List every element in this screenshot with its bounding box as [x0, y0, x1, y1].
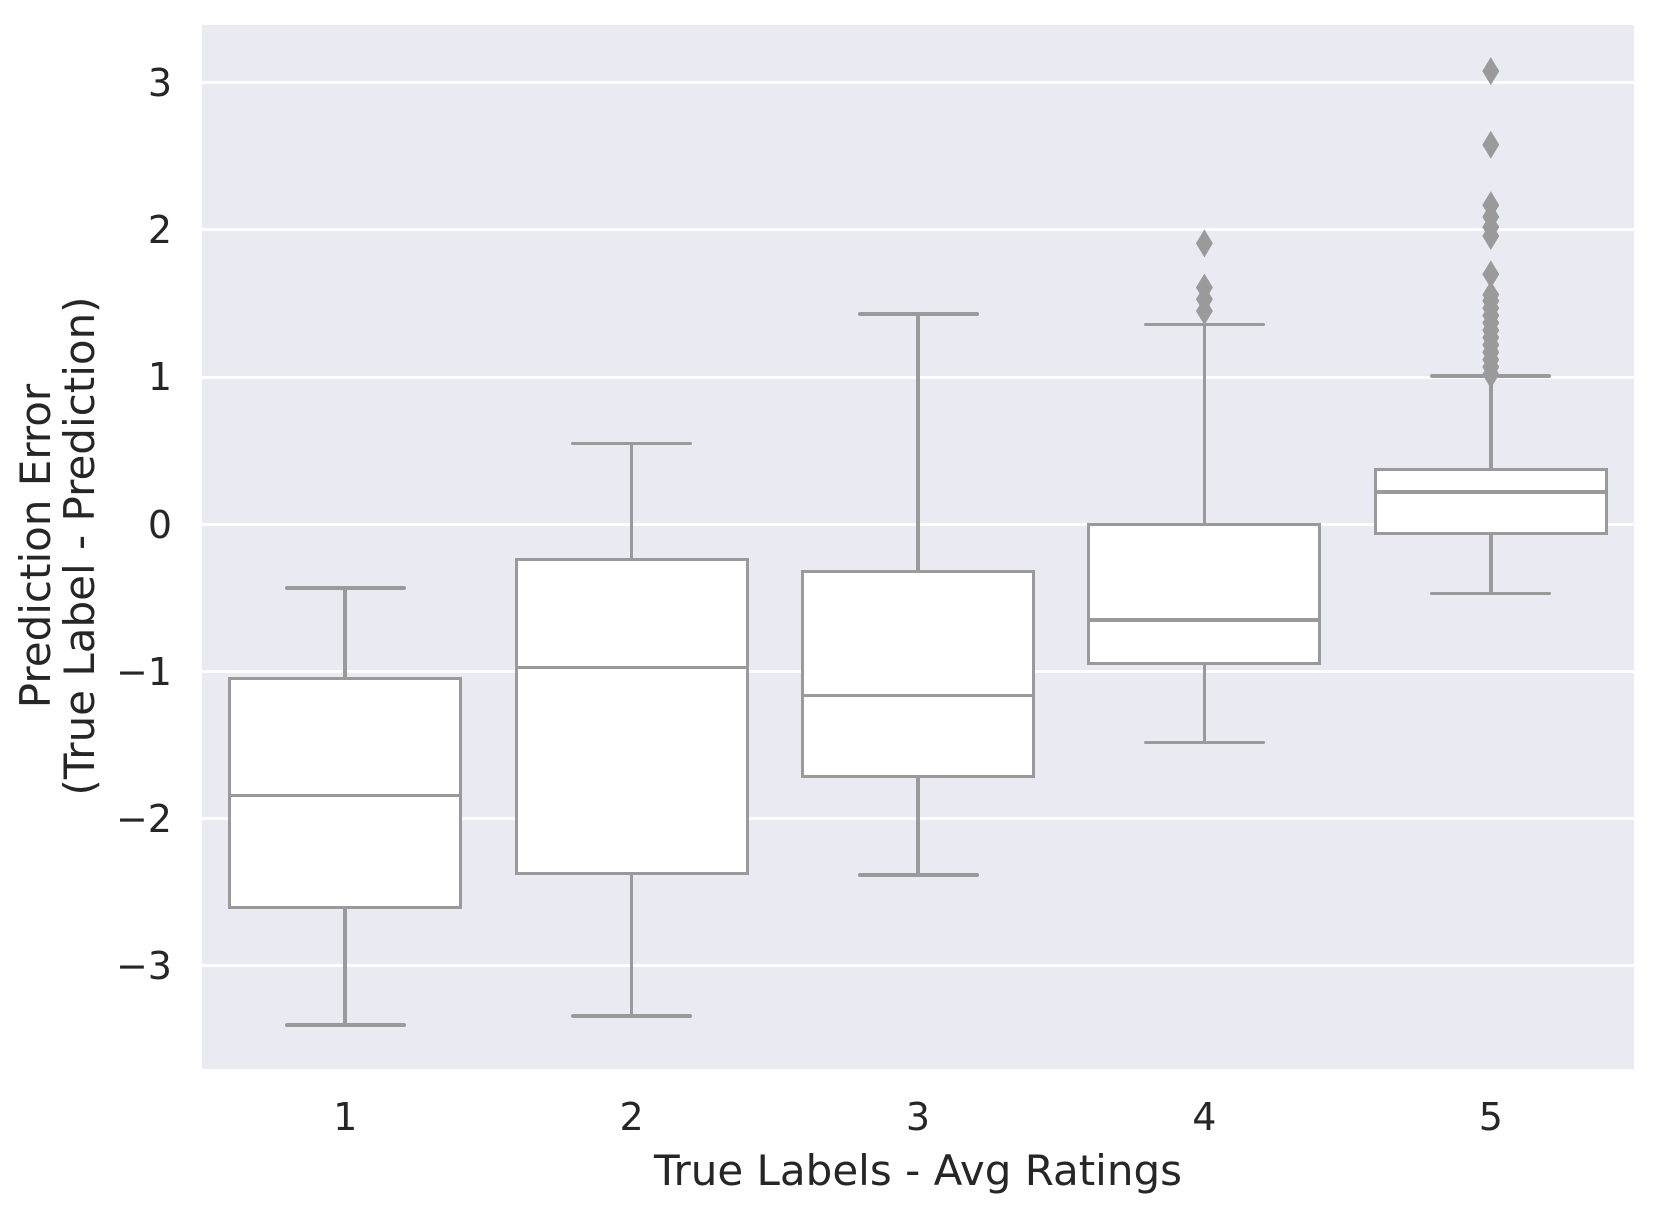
whisker-cap-high-2	[571, 441, 693, 446]
whisker-cap-low-4	[1143, 740, 1265, 745]
box-3	[801, 569, 1035, 778]
whisker-upper-1	[343, 587, 347, 680]
whisker-lower-1	[343, 907, 347, 1025]
gridline-y--3	[202, 964, 1634, 968]
x-tick-label-2: 2	[619, 1095, 644, 1139]
y-tick-label--3: −3	[115, 944, 172, 989]
whisker-cap-high-1	[284, 586, 406, 590]
box-1	[228, 677, 463, 909]
outlier-diamond-5-17	[1482, 130, 1500, 159]
whisker-lower-4	[1202, 662, 1207, 743]
whisker-cap-low-1	[284, 1023, 406, 1027]
x-tick-label-4: 4	[1192, 1095, 1217, 1139]
whisker-upper-2	[629, 443, 634, 560]
whisker-upper-3	[916, 314, 920, 572]
y-tick-label--1: −1	[115, 649, 172, 694]
y-tick-label--2: −2	[115, 796, 172, 841]
outlier-diamond-5-12	[1482, 260, 1500, 289]
y-axis-title: Prediction Error (True Label - Predictio…	[10, 296, 104, 796]
median-3	[801, 693, 1035, 697]
whisker-cap-low-2	[571, 1014, 693, 1018]
y-tick-label-3: 3	[147, 60, 172, 105]
whisker-cap-low-5	[1430, 591, 1552, 596]
median-1	[228, 793, 463, 798]
whisker-upper-4	[1202, 324, 1207, 525]
outlier-diamond-5-18	[1482, 57, 1500, 86]
x-tick-label-5: 5	[1478, 1095, 1503, 1139]
outlier-diamond-4-2	[1195, 273, 1213, 302]
x-tick-label-3: 3	[905, 1095, 931, 1139]
plot-area	[202, 25, 1634, 1069]
box-5	[1373, 468, 1608, 536]
y-axis-title-line1: Prediction Error	[10, 383, 60, 709]
gridline-y-3	[202, 81, 1634, 85]
whisker-cap-low-3	[857, 873, 979, 877]
y-axis-title-line2: (True Label - Prediction)	[55, 296, 104, 796]
outlier-diamond-5-16	[1482, 191, 1500, 220]
box-4	[1087, 522, 1322, 665]
outlier-diamond-4-3	[1195, 229, 1213, 258]
y-tick-label-2: 2	[147, 208, 172, 253]
median-5	[1373, 490, 1608, 494]
whisker-cap-high-3	[857, 312, 979, 316]
x-axis-title: True Labels - Avg Ratings	[653, 1146, 1183, 1195]
outlier-diamond-5-11	[1482, 280, 1500, 309]
x-tick-label-1: 1	[333, 1095, 358, 1139]
whisker-lower-3	[916, 776, 920, 875]
y-tick-label-0: 0	[147, 502, 172, 547]
whisker-lower-2	[629, 873, 634, 1017]
gridline-y-2	[202, 228, 1634, 232]
whisker-upper-5	[1489, 375, 1493, 471]
whisker-lower-5	[1489, 533, 1493, 594]
median-2	[514, 665, 749, 670]
y-tick-label-1: 1	[147, 355, 172, 400]
box-2	[514, 558, 749, 876]
median-4	[1087, 618, 1322, 622]
